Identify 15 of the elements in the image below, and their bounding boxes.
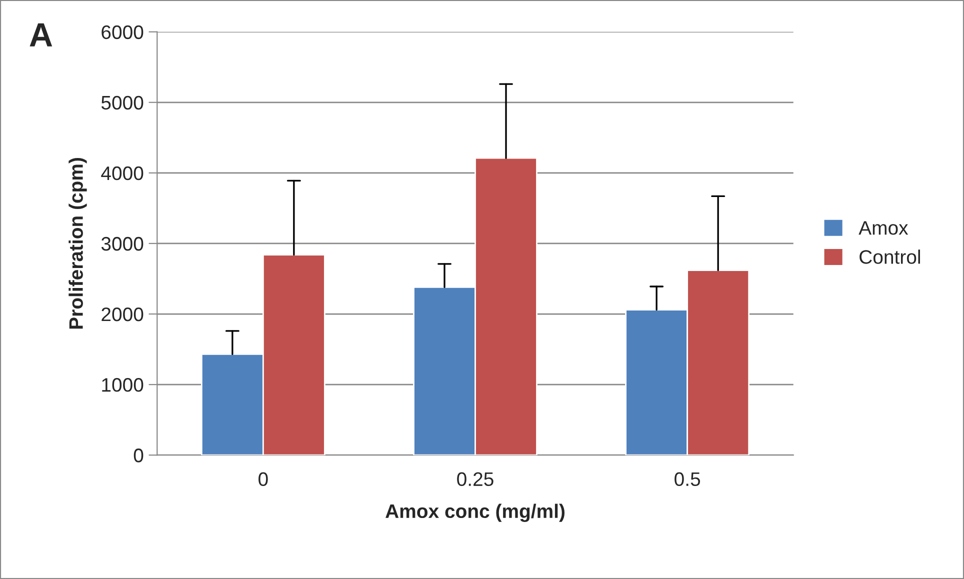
- y-tick-label: 3000: [101, 236, 144, 251]
- legend-label: Control: [860, 250, 920, 264]
- x-tick-label: 0.5: [674, 472, 700, 486]
- y-tick-label: 4000: [101, 166, 144, 180]
- text: A: [30, 23, 52, 46]
- x-axis-title: Amox conc (mg/ml): [386, 504, 564, 522]
- y-tick-label: 5000: [101, 96, 144, 110]
- x-tick-label: 0: [258, 472, 268, 486]
- y-tick-label: 2000: [102, 307, 144, 322]
- x-tick-label: 0.25: [457, 472, 494, 486]
- legend-label: Amox: [858, 221, 908, 235]
- y-tick-label: 1000: [102, 378, 144, 392]
- y-axis-title: Proliferation (cpm): [68, 158, 87, 329]
- y-tick-label: 6000: [102, 25, 144, 40]
- y-tick-label: 0: [134, 448, 144, 462]
